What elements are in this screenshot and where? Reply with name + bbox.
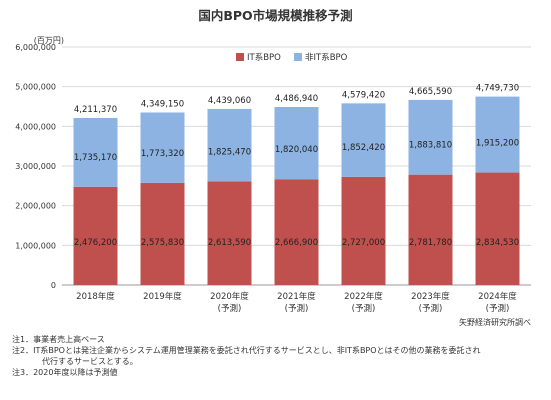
chart-title: 国内BPO市場規模推移予測 [198,8,352,23]
data-label: 1,735,170 [74,153,117,163]
legend-label: 非IT系BPO [305,52,348,63]
x-tick-sublabel: (予測) [352,303,376,314]
bar-it-bpo [341,176,386,285]
x-tick-sublabel: (予測) [285,303,309,314]
bar-non-it-bpo [140,112,185,183]
data-label: 2,781,780 [409,238,452,248]
total-label: 4,439,060 [208,96,251,106]
y-unit-label: (百万円) [34,36,64,45]
data-label: 1,883,810 [409,141,452,151]
x-tick-label: 2024年度 [478,291,517,302]
data-label: 2,834,530 [476,238,519,248]
bar-non-it-bpo [207,108,252,182]
y-tick-label: 6,000,000 [15,43,56,52]
bar-it-bpo [207,181,252,285]
footnote-line: 代行するサービスとする。 [42,357,138,366]
bar-it-bpo [73,186,118,285]
x-tick-sublabel: (予測) [486,303,510,314]
x-tick-label: 2021年度 [277,291,316,302]
total-label: 4,486,940 [275,94,318,104]
data-label: 1,820,040 [275,145,318,155]
total-label: 4,665,590 [409,87,452,97]
legend-swatch-it-bpo [236,53,244,61]
x-tick-label: 2019年度 [143,291,182,302]
total-label: 4,349,150 [141,99,184,109]
bar-non-it-bpo [341,103,386,177]
x-tick-sublabel: (予測) [419,303,443,314]
y-tick-label: 3,000,000 [15,162,56,171]
bar-non-it-bpo [274,107,319,180]
bar-it-bpo [274,179,319,285]
data-label: 2,575,830 [141,238,184,248]
y-tick-label: 5,000,000 [15,83,56,92]
data-label: 2,476,200 [74,238,117,248]
footnotes: 注1．事業者売上高ベース注2．IT系BPOとは発注企業からシステム運用管理業務を… [12,334,542,378]
y-tick-label: 1,000,000 [15,241,56,250]
footnote-line: 注1．事業者売上高ベース [12,335,105,344]
y-tick-label: 0 [51,281,56,290]
legend-swatch-non-it-bpo [294,53,302,61]
x-tick-sublabel: (予測) [218,303,242,314]
bar-non-it-bpo [73,117,118,187]
bar-non-it-bpo [475,96,520,173]
source-credit: 矢野経済研究所調べ [459,318,531,327]
x-tick-label: 2020年度 [210,291,249,302]
bar-it-bpo [408,174,453,285]
legend-label: IT系BPO [247,52,281,63]
x-tick-label: 2022年度 [344,291,383,302]
footnote-line: 注2．IT系BPOとは発注企業からシステム運用管理業務を委託され代行するサービス… [12,346,481,355]
bar-it-bpo [475,172,520,285]
data-label: 1,773,320 [141,149,184,159]
data-label: 1,915,200 [476,139,519,149]
data-label: 1,825,470 [208,147,251,157]
x-tick-label: 2018年度 [76,291,115,302]
bar-it-bpo [140,182,185,285]
data-label: 2,727,000 [342,238,385,248]
total-label: 4,579,420 [342,90,385,100]
bar-chart: 国内BPO市場規模推移予測 (百万円) 0 1,000,000 2,000,000 3,0… [15,8,531,314]
total-label: 4,749,730 [476,84,519,94]
footnote-line: 注3．2020年度以降は予測値 [12,368,118,377]
total-label: 4,211,370 [74,105,117,115]
data-label: 2,666,900 [275,238,318,248]
x-tick-label: 2023年度 [411,291,450,302]
data-label: 2,613,590 [208,238,251,248]
y-tick-label: 4,000,000 [15,122,56,131]
y-tick-label: 2,000,000 [15,202,56,211]
bar-non-it-bpo [408,99,453,175]
data-label: 1,852,420 [342,143,385,153]
